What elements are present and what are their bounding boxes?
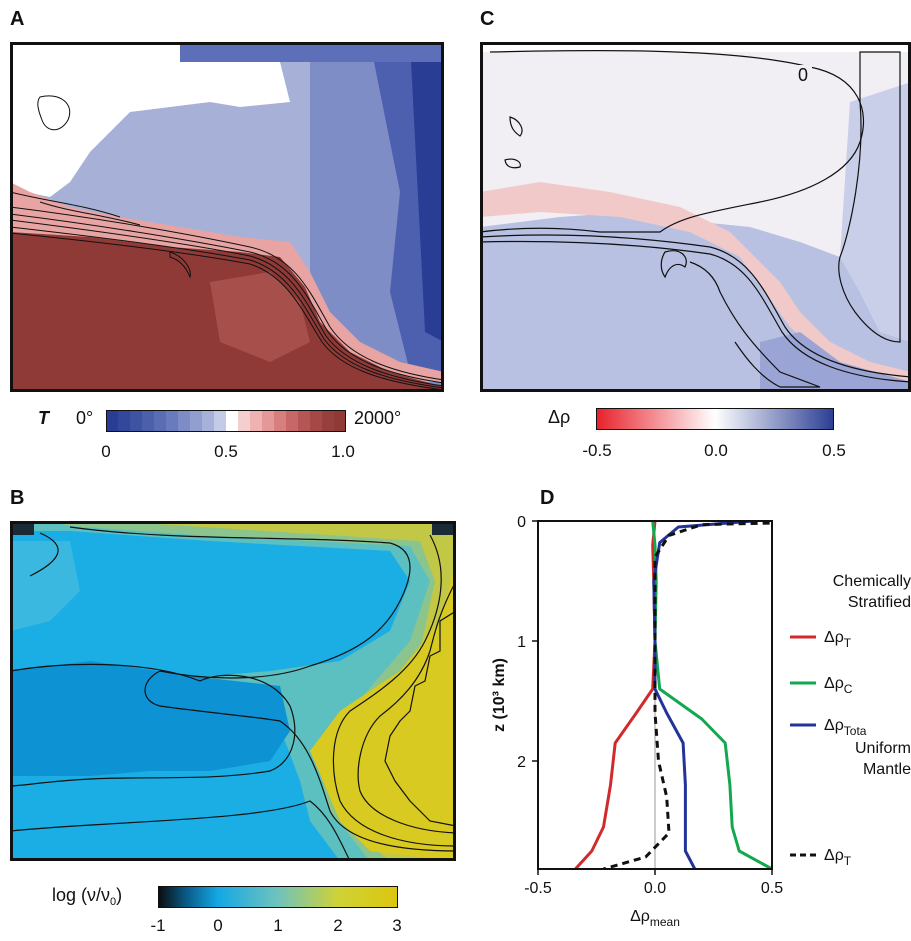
legend-title-line-1: Chemically	[780, 571, 911, 592]
density-tick-1: 0.0	[704, 441, 728, 461]
viscosity-colorbar	[158, 886, 398, 908]
y-axis-label: z (10³ km)	[491, 658, 508, 732]
legend-label-3: ΔρTota	[824, 717, 867, 738]
density-colorbar	[596, 408, 834, 430]
profile-legend: ΔρT ΔρC ΔρTota ΔρT	[780, 620, 911, 880]
x-tick-label-2: 0.5	[761, 880, 783, 897]
density-contour-label-zero: 0	[798, 65, 808, 85]
viscosity-field-map	[10, 521, 456, 861]
temperature-colorbar-label: T	[38, 408, 49, 429]
y-tick-label-2: 2	[517, 754, 526, 771]
density-colorbar-label: Δρ	[548, 407, 570, 428]
x-axis-label: Δρmean	[630, 908, 680, 929]
panel-letter-b: B	[10, 487, 24, 510]
temperature-tick-1: 0.5	[214, 442, 238, 462]
viscosity-colorbar-label-main: log (ν/ν	[52, 885, 110, 905]
viscosity-colorbar-label-close: )	[116, 885, 122, 905]
panel-letter-c: C	[480, 8, 494, 31]
density-anomaly-map: 0	[480, 42, 911, 392]
viscosity-tick-4: 3	[392, 916, 401, 936]
temperature-field-map	[10, 42, 444, 392]
y-tick-label-1: 1	[517, 634, 526, 651]
viscosity-tick-2: 1	[273, 916, 282, 936]
x-tick-label-0: -0.5	[524, 880, 552, 897]
legend-label-4: ΔρT	[824, 847, 852, 868]
legend-title-chemically-stratified: Chemically Stratified	[780, 571, 911, 613]
viscosity-tick-0: -1	[150, 916, 165, 936]
panel-letter-a: A	[10, 8, 24, 31]
viscosity-tick-3: 2	[333, 916, 342, 936]
series-line-1	[575, 521, 655, 869]
temperature-colorbar	[106, 410, 346, 432]
density-tick-0: -0.5	[582, 441, 611, 461]
temperature-tick-0: 0	[101, 442, 110, 462]
density-tick-2: 0.5	[822, 441, 846, 461]
x-tick-label-1: 0.0	[644, 880, 666, 897]
viscosity-colorbar-label: log (ν/ν0)	[52, 885, 122, 908]
temperature-colorbar-max: 2000°	[354, 408, 401, 429]
temperature-tick-2: 1.0	[331, 442, 355, 462]
y-tick-label-0: 0	[517, 514, 526, 531]
legend-label-2: ΔρC	[824, 675, 853, 696]
series-line-2	[653, 521, 772, 869]
legend-label-1: ΔρT	[824, 629, 852, 650]
temperature-colorbar-min: 0°	[76, 408, 93, 429]
viscosity-tick-1: 0	[213, 916, 222, 936]
legend-title-line-2: Stratified	[780, 592, 911, 613]
